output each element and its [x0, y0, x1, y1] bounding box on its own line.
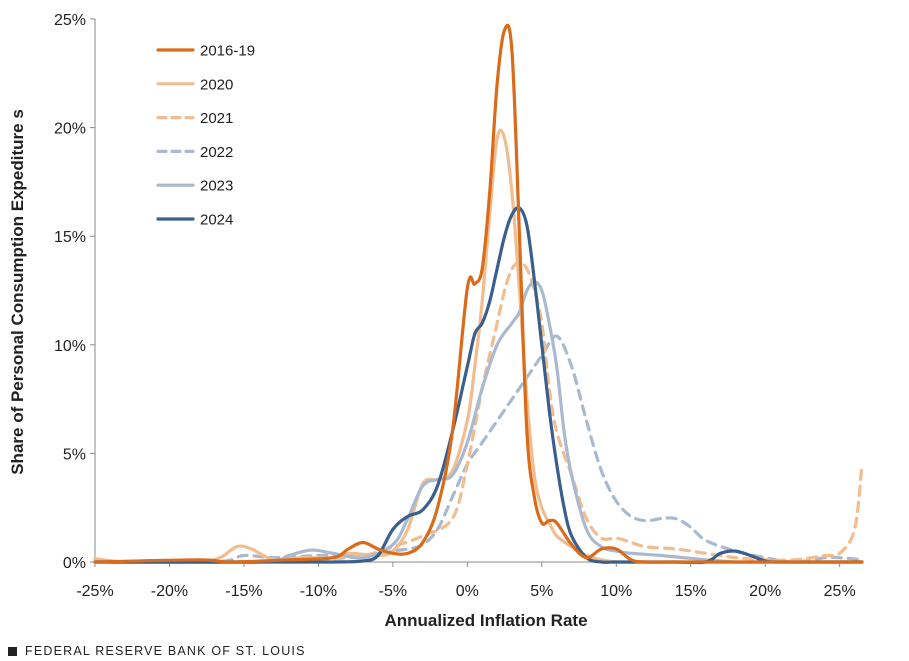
x-tick-label: 15%: [675, 583, 707, 600]
x-tick-label: -20%: [151, 583, 188, 600]
footer-square-icon: [8, 646, 17, 656]
x-tick-label: -10%: [300, 583, 337, 600]
legend: 2016-19 2020 2021 2022 2023 2024: [156, 43, 255, 229]
y-tick-label: 15%: [54, 229, 86, 246]
chart-svg: 0% 5% 10% 15% 20% 25% -25% -20% -15% -10% -5% 0% 5% 1…: [8, 12, 864, 630]
legend-label-2016-19: 2016-19: [200, 43, 255, 60]
x-axis-title: Annualized Inflation Rate: [384, 611, 587, 630]
legend-label-2020: 2020: [200, 76, 233, 93]
legend-label-2022: 2022: [200, 144, 233, 161]
legend-label-2021: 2021: [200, 110, 233, 127]
y-axis-title: Share of Personal Consumption Expediture…: [8, 109, 27, 475]
x-tick-label: -15%: [225, 583, 262, 600]
footer-text: FEDERAL RESERVE BANK OF ST. LOUIS: [25, 644, 306, 658]
x-tick-label: -25%: [76, 583, 113, 600]
y-tick-label: 25%: [54, 12, 86, 29]
x-tick-label: 25%: [824, 583, 856, 600]
legend-label-2023: 2023: [200, 178, 233, 195]
x-tick-label: 0%: [456, 583, 479, 600]
series-line-2024: [93, 205, 864, 565]
series-line-2020: [93, 128, 864, 564]
axes: 0% 5% 10% 15% 20% 25% -25% -20% -15% -10% -5% 0% 5% 1…: [54, 12, 862, 600]
series-line-2023: [93, 280, 864, 565]
series-line-2021: [93, 260, 864, 564]
y-tick-label: 5%: [63, 446, 86, 463]
footer: FEDERAL RESERVE BANK OF ST. LOUIS: [8, 644, 306, 658]
x-tick-label: 10%: [600, 583, 632, 600]
legend-label-2024: 2024: [200, 212, 233, 229]
x-tick-label: 5%: [530, 583, 553, 600]
y-tick-label: 10%: [54, 338, 86, 355]
series-line-2016-19: [93, 23, 864, 564]
x-tick-label: 20%: [749, 583, 781, 600]
y-tick-label: 20%: [54, 121, 86, 138]
series-lines: [93, 23, 864, 565]
x-tick-label: -5%: [379, 583, 407, 600]
y-tick-label: 0%: [63, 555, 86, 572]
series-line-2022: [93, 334, 864, 565]
